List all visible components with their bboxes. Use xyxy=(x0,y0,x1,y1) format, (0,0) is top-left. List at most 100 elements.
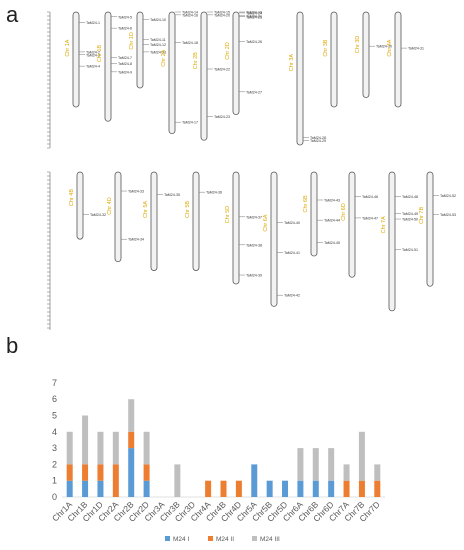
legend-item: M24 II xyxy=(208,536,234,543)
bar-segment xyxy=(374,480,381,497)
bar-segment xyxy=(343,480,350,497)
chromosome-name: Chr 7B xyxy=(419,207,425,224)
bar-segment xyxy=(82,464,89,481)
gene-label: TaM24-29 xyxy=(310,139,326,143)
bar-segment xyxy=(66,480,73,497)
gene-label: TaM24-9 xyxy=(118,70,132,74)
gene-label: TaM24-25 xyxy=(246,15,262,19)
gene-label: TaM24-50 xyxy=(402,218,418,222)
chromosome-name: Chr 4D xyxy=(107,197,113,214)
bar-segment xyxy=(343,464,350,481)
gene-label: TaM24-15 xyxy=(214,11,230,15)
gene-label: TaM24-13 xyxy=(150,50,166,54)
chromosome: Chr 5B TaM24-36 xyxy=(185,171,222,271)
bar-segment xyxy=(82,480,89,497)
bar-segment xyxy=(220,480,227,497)
gene-label: TaM24-19 xyxy=(246,11,262,15)
gene-label: TaM24-20 xyxy=(214,13,230,17)
chromosome-bar xyxy=(362,11,370,98)
gene-label: TaM24-38 xyxy=(246,243,262,247)
gene-label: TaM24-18 xyxy=(182,41,198,45)
y-tick-label: 7 xyxy=(52,378,57,388)
bar-segment xyxy=(112,464,119,497)
gene-label: TaM24-7 xyxy=(118,56,132,60)
chromosome: Chr 1B TaM24-5 TaM24-6 TaM24-7 TaM24-8 TaM24-… xyxy=(97,11,132,122)
x-tick-label: Chr4D xyxy=(219,499,243,523)
chromosome-name: Chr 5D xyxy=(225,206,231,223)
gene-label: TaM24-5 xyxy=(118,15,132,19)
bar-segment xyxy=(143,464,150,481)
bar-segment xyxy=(297,480,304,497)
bar-segment xyxy=(143,431,150,465)
gene-label: TaM24-35 xyxy=(164,193,180,197)
x-tick-label: Chr2A xyxy=(96,499,120,523)
gene-label: TaM24-8 xyxy=(118,62,132,66)
bar-segment xyxy=(128,448,135,497)
x-tick-label: Chr4B xyxy=(204,499,228,523)
gene-label: TaM24-26 xyxy=(246,40,262,44)
chromosome-name: Chr 7A xyxy=(381,216,387,233)
chromosome: Chr 6D TaM24-46 TaM24-47 xyxy=(341,171,378,278)
chromosome: Chr 5A TaM24-35 xyxy=(143,171,180,271)
gene-label: TaM24-12 xyxy=(150,43,166,47)
bar-segment xyxy=(66,464,73,481)
bar-segment xyxy=(282,480,289,497)
gene-label: TaM24-42 xyxy=(284,294,300,298)
chromosome-bar xyxy=(330,11,338,108)
bar-segment xyxy=(312,480,319,497)
chromosome-bar xyxy=(348,171,356,278)
legend-item: M24 III xyxy=(252,536,280,543)
chromosome-bar xyxy=(296,11,304,146)
chromosome-bar xyxy=(168,11,176,134)
gene-label: TaM24-53 xyxy=(440,213,456,217)
bar-segment xyxy=(97,480,104,497)
x-tick-label: Chr2D xyxy=(127,499,151,523)
y-tick-label: 0 xyxy=(52,492,57,502)
gene-label: TaM24-34 xyxy=(128,238,144,242)
chromosome-name: Chr 3D xyxy=(355,36,361,53)
chromosome: Chr 3B xyxy=(323,11,338,108)
chromosome-bar xyxy=(310,171,318,257)
x-tick-label: Chr4A xyxy=(188,499,212,523)
x-tick-label: Chr2B xyxy=(112,499,136,523)
gene-label: TaM24-49 xyxy=(402,212,418,216)
chromosome: Chr 4B TaM24-32 xyxy=(69,171,106,240)
chromosome-bar xyxy=(232,171,240,285)
gene-label: TaM24-6 xyxy=(118,27,132,31)
y-tick-label: 6 xyxy=(52,394,57,404)
chromosome: Chr 7B TaM24-52 TaM24-53 xyxy=(419,171,456,287)
chromosome: Chr 5D TaM24-37 TaM24-38 TaM24-39 xyxy=(225,171,262,285)
legend-label: M24 II xyxy=(216,536,234,543)
chromosome-bar xyxy=(394,11,402,108)
chromosome-bar xyxy=(232,11,240,115)
x-tick-label: Chr7B xyxy=(342,499,366,523)
gene-label: TaM24-46 xyxy=(362,195,378,199)
gene-label: TaM24-22 xyxy=(214,68,230,72)
y-tick-label: 1 xyxy=(52,476,57,486)
bar-segment xyxy=(251,464,258,497)
gene-label: TaM24-31 xyxy=(408,47,424,51)
bar-segment xyxy=(235,480,242,497)
y-tick-label: 2 xyxy=(52,459,57,469)
gene-label: TaM24-43 xyxy=(324,199,340,203)
bar-segment xyxy=(128,399,135,432)
chromosome-name: Chr 5B xyxy=(185,201,191,218)
x-tick-label: Chr6D xyxy=(311,499,335,523)
bar-segment xyxy=(374,464,381,481)
gene-label: TaM24-48 xyxy=(402,195,418,199)
bar-segment xyxy=(143,480,150,497)
gene-label: TaM24-51 xyxy=(402,248,418,252)
chromosome-name: Chr 1B xyxy=(97,45,103,62)
chromosome: Chr 6A TaM24-40 TaM24-41 TaM24-42 xyxy=(263,171,300,307)
x-tick-label: Chr5B xyxy=(250,499,274,523)
gene-label: TaM24-27 xyxy=(246,90,262,94)
bar-segment xyxy=(205,480,212,497)
gene-label: TaM24-4 xyxy=(86,65,100,69)
chromosome-bar xyxy=(192,171,200,271)
chromosome-name: Chr 3B xyxy=(323,39,329,56)
bar-segment xyxy=(297,448,304,481)
